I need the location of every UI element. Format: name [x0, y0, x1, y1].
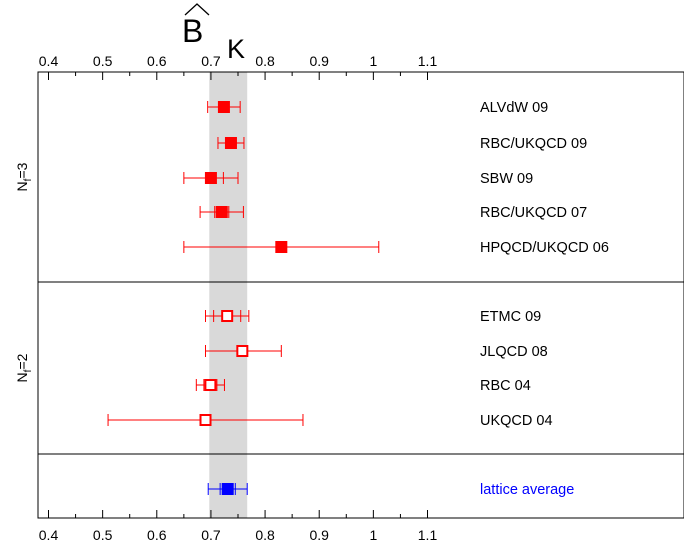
marker-open — [221, 310, 234, 322]
data-point — [217, 137, 245, 149]
bottom-axis-tick-label: 1.1 — [418, 527, 438, 543]
data-point — [205, 310, 250, 322]
marker-filled — [204, 172, 217, 184]
top-axis-tick-label: 0.7 — [201, 53, 221, 69]
marker-open — [204, 379, 217, 391]
data-marks — [107, 101, 380, 495]
row-label: ETMC 09 — [480, 309, 541, 325]
row-label: SBW 09 — [480, 171, 533, 187]
chart-title: B K — [182, 3, 245, 64]
group-label-2: Nf=2 — [14, 353, 34, 382]
bottom-axis-tick-label: 0.4 — [39, 527, 59, 543]
marker-filled — [217, 101, 230, 113]
group-labels: Nf=3Nf=2 — [14, 162, 34, 382]
top-axis-tick-label: 1 — [369, 53, 377, 69]
row-label: lattice average — [480, 482, 574, 498]
group-label-n: N — [14, 181, 30, 191]
group-label-n: N — [14, 372, 30, 382]
row-label: UKQCD 04 — [480, 413, 553, 429]
marker-open — [236, 345, 249, 357]
row-labels: ALVdW 09 RBC/UKQCD 09 SBW 09 RBC/UKQCD 07 HP… — [480, 100, 609, 498]
bottom-axis-tick-label: 0.8 — [255, 527, 275, 543]
bottom-axis: 0.4 0.5 0.6 0.7 0.8 0.9 1 1.1 — [38, 510, 684, 543]
top-axis-tick-label: 0.4 — [39, 53, 59, 69]
bottom-axis-tick-label: 0.6 — [147, 527, 167, 543]
group-label-suffix: =2 — [14, 353, 30, 369]
title-subscript: K — [227, 34, 245, 64]
data-point — [183, 172, 239, 184]
data-point — [107, 414, 304, 426]
top-axis-tick-label: 0.5 — [93, 53, 113, 69]
data-point — [207, 483, 248, 495]
top-axis-tick-label: 1.1 — [418, 53, 438, 69]
row-label: RBC/UKQCD 07 — [480, 205, 587, 221]
data-point — [207, 101, 241, 113]
group-separators — [38, 281, 684, 455]
top-axis: 0.4 0.5 0.6 0.7 0.8 0.9 1 1.1 — [38, 53, 684, 80]
marker-filled — [275, 241, 288, 253]
bottom-axis-tick-label: 1 — [369, 527, 377, 543]
data-point — [183, 241, 380, 253]
bottom-axis-tick-label: 0.7 — [201, 527, 221, 543]
top-axis-tick-label: 0.6 — [147, 53, 167, 69]
group-label-sub: f — [23, 178, 34, 181]
group-label-suffix: =3 — [14, 162, 30, 178]
row-label: ALVdW 09 — [480, 100, 548, 116]
group-label-sub: f — [23, 369, 34, 372]
data-point — [199, 206, 244, 218]
top-axis-tick-label: 0.8 — [255, 53, 275, 69]
marker-open — [199, 414, 212, 426]
data-point — [205, 345, 282, 357]
marker-filled — [215, 206, 228, 218]
group-label-1: Nf=3 — [14, 162, 34, 191]
bottom-axis-tick-label: 0.9 — [309, 527, 329, 543]
data-point — [195, 379, 225, 391]
row-label: JLQCD 08 — [480, 344, 548, 360]
top-axis-tick-label: 0.9 — [309, 53, 329, 69]
marker-filled — [221, 483, 234, 495]
title-hat — [184, 3, 210, 16]
row-label: HPQCD/UKQCD 06 — [480, 240, 609, 256]
row-label: RBC/UKQCD 09 — [480, 136, 587, 152]
row-label: RBC 04 — [480, 378, 531, 394]
title-main: B — [182, 13, 203, 49]
marker-filled — [224, 137, 237, 149]
bottom-axis-tick-label: 0.5 — [93, 527, 113, 543]
